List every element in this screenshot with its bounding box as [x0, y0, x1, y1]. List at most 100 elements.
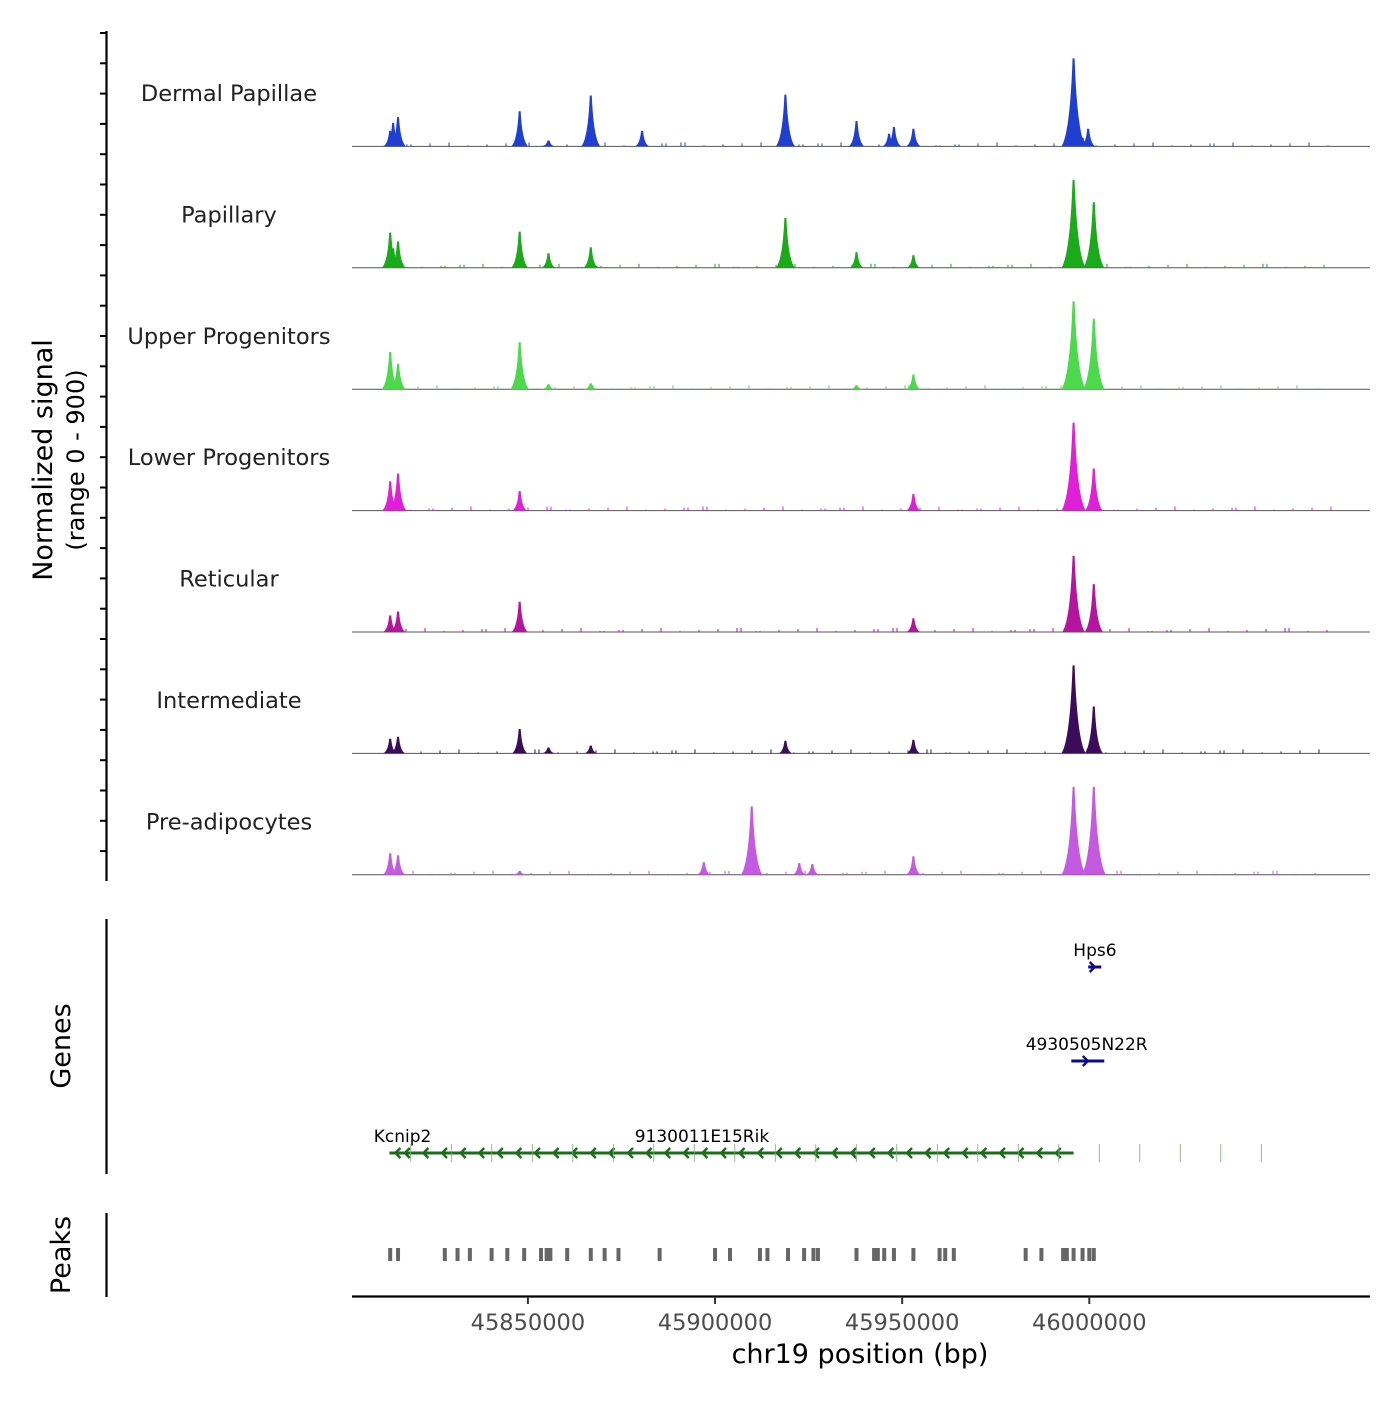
gene-strand-arrow — [496, 1147, 504, 1159]
gene-strand-arrow — [644, 1147, 653, 1159]
track-label: Upper Progenitors — [127, 324, 330, 350]
signal-peak — [512, 491, 528, 511]
signal-peak — [584, 383, 598, 390]
peak-region — [1091, 1248, 1096, 1261]
peak-region — [802, 1248, 807, 1261]
peak-region — [891, 1248, 896, 1261]
gene-strand-arrow — [868, 1147, 876, 1159]
peaks-panel-title: Peaks — [46, 1216, 77, 1294]
x-tick-label: 45850000 — [471, 1310, 586, 1336]
gene-label: 9130011E15Rik — [635, 1127, 770, 1147]
peak-region — [713, 1248, 718, 1261]
y-axis-ticks — [100, 32, 106, 853]
signal-peak — [389, 117, 407, 147]
signal-peak — [581, 95, 601, 147]
signal-peak — [906, 255, 921, 268]
track-label: Intermediate — [156, 688, 301, 714]
track-label: Papillary — [181, 202, 277, 228]
peak-region — [937, 1248, 942, 1261]
peak-region — [388, 1248, 393, 1261]
signal-peak — [389, 473, 407, 511]
peak-region — [548, 1248, 553, 1261]
peak-region — [467, 1248, 472, 1261]
gene-strand-arrow — [830, 1147, 839, 1159]
signal-peak — [778, 740, 793, 754]
signal-peak — [886, 126, 902, 147]
gene-strand-arrow — [663, 1147, 672, 1159]
gene-strand-arrow — [514, 1147, 523, 1159]
signal-peak — [1084, 584, 1104, 632]
signal-peak — [390, 363, 406, 390]
signal-peak — [906, 128, 921, 147]
gene-strand-arrow — [793, 1147, 802, 1159]
signal-peak — [1061, 58, 1086, 147]
y-axis-title: Normalized signal — [28, 339, 59, 581]
gene-strand-arrow — [440, 1147, 448, 1159]
gene-strand-arrow — [812, 1147, 820, 1159]
x-axis: 45850000 45900000 45950000 46000000 — [471, 1297, 1147, 1336]
gene-strand-arrow — [737, 1147, 746, 1159]
signal-peak — [1061, 179, 1086, 268]
gene-strand-arrow — [403, 1147, 411, 1159]
peak-region — [765, 1248, 770, 1261]
gene-strand-arrow — [1035, 1147, 1044, 1159]
x-tick-label: 46000000 — [1032, 1310, 1147, 1336]
gene-strand-arrow — [998, 1147, 1006, 1159]
peak-region — [1071, 1248, 1076, 1261]
signal-peak — [849, 252, 864, 268]
signal-peak — [906, 374, 921, 390]
peak-regions — [388, 1248, 1096, 1261]
gene-strand-arrow — [942, 1147, 951, 1159]
signal-peak — [390, 611, 406, 632]
gene-strand-arrow — [533, 1147, 541, 1159]
signal-peak — [511, 231, 529, 268]
gene-strand-arrow — [719, 1147, 727, 1159]
peak-region — [757, 1248, 762, 1261]
gene-strand-arrow — [477, 1147, 486, 1159]
signal-peak — [1084, 468, 1103, 511]
signal-peak — [634, 130, 650, 147]
signal-peak — [906, 493, 921, 511]
peak-region — [522, 1248, 527, 1261]
peak-region — [1023, 1248, 1028, 1261]
gene-label: 4930505N22R — [1026, 1035, 1148, 1055]
signal-peak — [383, 615, 398, 632]
gene-strand-arrow — [393, 1147, 402, 1159]
gene-strand-arrow — [700, 1147, 709, 1159]
gene-strand-arrow — [756, 1147, 765, 1159]
gene-strand-arrow — [961, 1147, 969, 1159]
signal-peak — [805, 864, 820, 875]
peak-region — [442, 1248, 447, 1261]
peak-region — [882, 1248, 887, 1261]
gene-strand-arrow — [1088, 961, 1097, 973]
peak-region — [1064, 1248, 1069, 1261]
signal-peak — [542, 140, 555, 147]
gene-strand-arrow — [682, 1147, 690, 1159]
gene-strand-arrow — [626, 1147, 634, 1159]
y-axis-range-label: (range 0 - 900) — [62, 369, 90, 550]
track-label: Pre-adipocytes — [146, 809, 312, 835]
signal-peak — [382, 853, 398, 875]
gene-strand-arrow — [849, 1147, 858, 1159]
signal-peak — [696, 862, 711, 875]
signal-peak — [390, 241, 406, 268]
signal-peak — [1080, 128, 1096, 147]
signal-peak — [584, 745, 598, 754]
peak-region — [657, 1248, 662, 1261]
gene-strand-arrow — [923, 1147, 932, 1159]
x-tick-label: 45950000 — [845, 1310, 960, 1336]
peak-region — [505, 1248, 510, 1261]
genes-panel-title: Genes — [46, 1003, 77, 1088]
signal-peak — [906, 739, 921, 754]
signal-peak — [1061, 786, 1086, 875]
gene-strand-arrow — [551, 1147, 560, 1159]
signal-peak — [906, 618, 921, 632]
signal-peak — [511, 601, 528, 632]
signal-peak — [510, 342, 529, 390]
signal-peak — [775, 217, 795, 268]
peak-region — [1087, 1248, 1092, 1261]
gene-strand-arrow — [589, 1147, 597, 1159]
peak-region — [455, 1248, 460, 1261]
signal-peak — [542, 384, 555, 390]
